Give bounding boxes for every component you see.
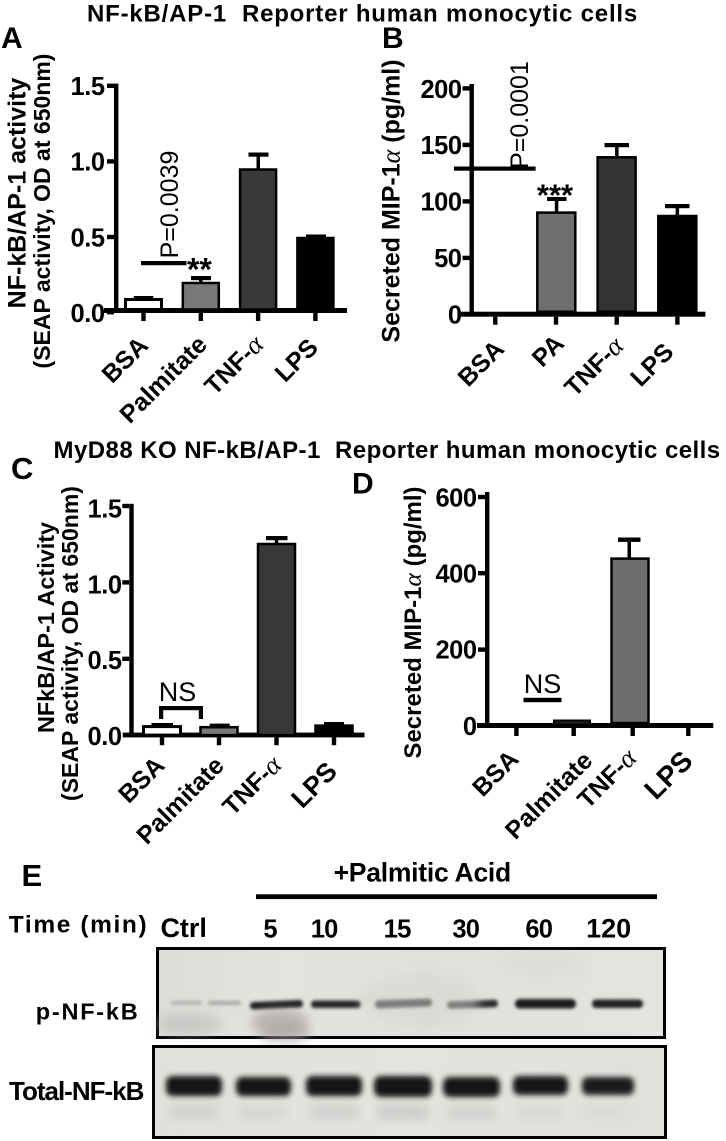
svg-text:200: 200 bbox=[420, 76, 461, 104]
svg-text:Total-NF-kB: Total-NF-kB bbox=[9, 1076, 144, 1106]
svg-text:Time (min): Time (min) bbox=[9, 912, 148, 939]
svg-text:0.0: 0.0 bbox=[71, 300, 105, 328]
svg-text:10: 10 bbox=[311, 916, 338, 944]
svg-text:120: 120 bbox=[586, 914, 631, 944]
svg-text:200: 200 bbox=[435, 637, 476, 665]
svg-text:100: 100 bbox=[420, 189, 461, 217]
svg-text:400: 400 bbox=[435, 561, 476, 589]
svg-text:C: C bbox=[11, 451, 33, 486]
svg-text:NFkB/AP-1 Activity: NFkB/AP-1 Activity bbox=[33, 522, 59, 733]
svg-text:150: 150 bbox=[420, 132, 461, 160]
svg-text:Ctrl: Ctrl bbox=[160, 913, 207, 943]
svg-text:0: 0 bbox=[463, 713, 477, 741]
svg-text:***: *** bbox=[537, 178, 574, 213]
svg-text:P=0.0001: P=0.0001 bbox=[506, 61, 534, 169]
svg-text:30: 30 bbox=[452, 916, 479, 944]
svg-text:MyD88 KO NF-kB/AP-1 Reporter: MyD88 KO NF-kB/AP-1 Reporter human monoc… bbox=[54, 437, 721, 464]
svg-text:Secreted MIP-1α (pg/ml): Secreted MIP-1α (pg/ml) bbox=[398, 486, 427, 758]
svg-text:**: ** bbox=[187, 252, 212, 288]
svg-text:600: 600 bbox=[435, 484, 476, 512]
svg-text:1.0: 1.0 bbox=[88, 571, 122, 599]
svg-text:E: E bbox=[22, 858, 43, 893]
svg-text:1.5: 1.5 bbox=[71, 73, 105, 101]
svg-text:P=0.0039: P=0.0039 bbox=[156, 151, 184, 259]
svg-text:B: B bbox=[382, 22, 404, 55]
svg-text:D: D bbox=[352, 468, 374, 501]
svg-text:Secreted MIP-1α (pg/ml): Secreted MIP-1α (pg/ml) bbox=[377, 59, 406, 342]
svg-text:5: 5 bbox=[263, 916, 277, 944]
svg-text:NF-kB/AP-1 Reporter human mon: NF-kB/AP-1 Reporter human monocytic cell… bbox=[87, 1, 638, 28]
svg-text:p-NF-kB: p-NF-kB bbox=[36, 999, 140, 1025]
svg-text:A: A bbox=[1, 22, 23, 55]
svg-text:60: 60 bbox=[525, 916, 552, 944]
svg-text:(SEAP activity, OD at 650nm): (SEAP activity, OD at 650nm) bbox=[57, 486, 83, 801]
svg-text:0.5: 0.5 bbox=[71, 224, 105, 252]
svg-text:(SEAP activity, OD at 650nm): (SEAP activity, OD at 650nm) bbox=[29, 54, 55, 369]
svg-text:NF-kB/AP-1 activity: NF-kB/AP-1 activity bbox=[4, 78, 32, 309]
svg-text:1.5: 1.5 bbox=[88, 495, 122, 523]
svg-text:0: 0 bbox=[448, 302, 462, 330]
svg-text:NS: NS bbox=[524, 669, 562, 699]
svg-text:NS: NS bbox=[159, 677, 197, 707]
svg-text:15: 15 bbox=[384, 914, 411, 944]
svg-text:+Palmitic Acid: +Palmitic Acid bbox=[334, 858, 511, 888]
svg-text:1.0: 1.0 bbox=[71, 149, 105, 177]
svg-text:0.5: 0.5 bbox=[88, 647, 122, 675]
svg-text:50: 50 bbox=[434, 245, 462, 273]
svg-text:0.0: 0.0 bbox=[88, 723, 122, 751]
